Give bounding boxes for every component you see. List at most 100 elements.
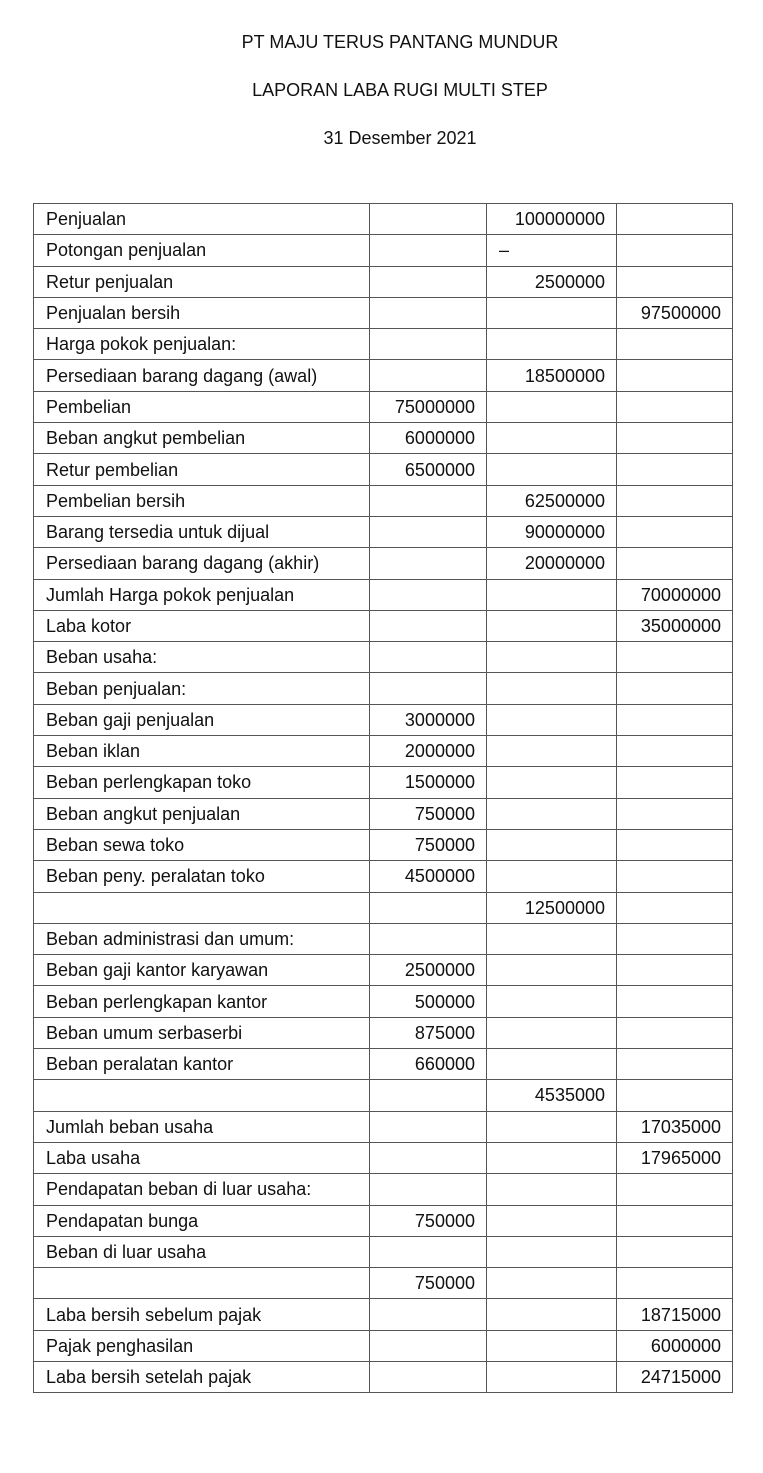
detail-amount [369,1141,487,1175]
account-label: Beban gaji kantor karyawan [33,954,370,987]
detail-amount: 3000000 [369,703,487,737]
detail-amount: 75000000 [369,390,487,424]
detail-amount [369,547,487,580]
detail-amount [369,484,487,517]
total-amount [616,453,733,486]
account-label: Penjualan [33,202,370,236]
table-row: Pembelian bersih 62500000 [33,484,733,517]
subtotal-amount: 18500000 [486,359,617,392]
detail-amount: 1500000 [369,766,487,799]
table-row: Persediaan barang dagang (awal) 18500000 [33,359,733,392]
detail-amount [369,234,487,267]
detail-amount: 2500000 [369,954,487,987]
total-amount [616,390,733,424]
subtotal-amount [486,578,617,611]
subtotal-amount: 12500000 [486,891,617,924]
total-amount: 70000000 [616,578,733,611]
subtotal-amount [486,1141,617,1175]
subtotal-amount [486,1110,617,1143]
subtotal-amount [486,672,617,705]
company-name: PT MAJU TERUS PANTANG MUNDUR [241,32,559,52]
subtotal-amount [486,703,617,737]
total-amount [616,547,733,580]
table-row: Beban iklan 2000000 [33,735,733,768]
total-amount [616,422,733,455]
subtotal-amount: 90000000 [486,515,617,549]
total-amount [616,515,733,549]
table-row: 4535000 [33,1079,733,1112]
table-row: Laba bersih sebelum pajak 18715000 [33,1298,733,1331]
table-row: Potongan penjualan – [33,234,733,267]
account-label: Jumlah Harga pokok penjualan [33,578,370,611]
detail-amount [369,1235,487,1269]
table-row: Beban administrasi dan umum: [33,922,733,956]
account-label: Pendapatan bunga [33,1204,370,1237]
table-row: Beban gaji kantor karyawan 2500000 [33,954,733,987]
account-label [33,891,370,924]
subtotal-amount [486,735,617,768]
table-row: Beban angkut penjualan 750000 [33,797,733,830]
total-amount [616,703,733,737]
subtotal-amount: 2500000 [486,265,617,298]
table-row: Beban perlengkapan kantor 500000 [33,985,733,1018]
total-amount [616,1204,733,1237]
subtotal-amount [486,390,617,424]
detail-amount [369,202,487,236]
detail-amount [369,1360,487,1394]
total-amount: 17965000 [616,1141,733,1175]
subtotal-amount [486,860,617,893]
table-row: Laba kotor 35000000 [33,609,733,643]
subtotal-amount [486,641,617,674]
subtotal-amount: 4535000 [486,1079,617,1112]
account-label: Laba kotor [33,609,370,643]
detail-amount: 750000 [369,1267,487,1300]
account-label: Laba bersih sebelum pajak [33,1298,370,1331]
total-amount [616,860,733,893]
table-row: 12500000 [33,891,733,924]
subtotal-amount [486,766,617,799]
total-amount [616,735,733,768]
subtotal-amount [486,609,617,643]
account-label: Penjualan bersih [33,296,370,330]
total-amount: 18715000 [616,1298,733,1331]
total-amount [616,922,733,956]
total-amount [616,1267,733,1300]
account-label: Beban umum serbaserbi [33,1016,370,1050]
table-row: Beban perlengkapan toko 1500000 [33,766,733,799]
account-label: Beban iklan [33,735,370,768]
table-row: Penjualan bersih 97500000 [33,296,733,330]
account-label: Barang tersedia untuk dijual [33,515,370,549]
subtotal-amount [486,922,617,956]
subtotal-amount: 100000000 [486,202,617,236]
income-statement-table: Penjualan 100000000 Potongan penjualan – Ret… [33,202,733,1394]
total-amount [616,891,733,924]
total-amount: 97500000 [616,296,733,330]
table-row: Beban sewa toko 750000 [33,828,733,862]
total-amount [616,641,733,674]
total-amount [616,234,733,267]
account-label [33,1079,370,1112]
table-row: Penjualan 100000000 [33,202,733,236]
subtotal-amount [486,453,617,486]
total-amount: 24715000 [616,1360,733,1394]
subtotal-amount [486,797,617,830]
account-label [33,1267,370,1300]
subtotal-amount: 62500000 [486,484,617,517]
detail-amount [369,1298,487,1331]
account-label: Harga pokok penjualan: [33,328,370,361]
subtotal-amount [486,954,617,987]
total-amount [616,328,733,361]
report-date: 31 Desember 2021 [323,128,477,148]
account-label: Persediaan barang dagang (awal) [33,359,370,392]
detail-amount [369,1079,487,1112]
total-amount [616,1079,733,1112]
total-amount [616,672,733,705]
table-row: Laba bersih setelah pajak 24715000 [33,1360,733,1394]
table-row: Beban angkut pembelian 6000000 [33,422,733,455]
total-amount [616,265,733,298]
subtotal-amount: – [486,234,617,267]
total-amount [616,828,733,862]
subtotal-amount [486,1048,617,1081]
detail-amount [369,578,487,611]
subtotal-amount [486,328,617,361]
